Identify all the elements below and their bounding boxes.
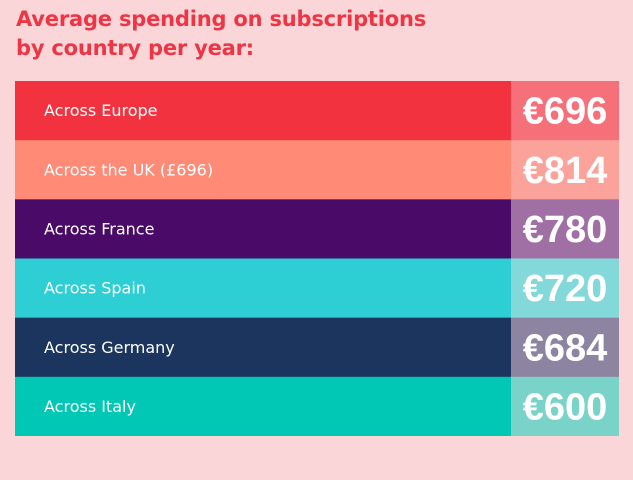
row-value: €720	[523, 268, 608, 310]
spending-table: Across Europe €696 Across the UK (£696) €81…	[15, 81, 619, 436]
row-value-cell	[511, 81, 619, 141]
row-label-cell	[15, 258, 511, 319]
row-label: Across Spain	[44, 279, 146, 298]
row-value-cell	[511, 376, 619, 436]
row-value-cell	[511, 258, 619, 319]
row-label: Across Italy	[44, 397, 136, 416]
row-label: Across the UK (£696)	[44, 160, 213, 179]
row-label-cell	[15, 376, 511, 436]
row-label-cell	[15, 81, 511, 141]
row-label: Across Europe	[44, 101, 158, 120]
row-value: €814	[523, 150, 608, 192]
chart-title: Average spending on subscriptions by cou…	[16, 7, 427, 60]
row-value-cell	[511, 317, 619, 378]
row-value-cell	[511, 140, 619, 200]
row-label: Across Germany	[44, 338, 175, 357]
table-row: Across Germany €684	[15, 317, 619, 378]
row-label-cell	[15, 140, 511, 200]
row-label-cell	[15, 317, 511, 378]
row-value: €696	[523, 91, 608, 133]
row-value-cell	[511, 199, 619, 259]
row-value: €780	[523, 209, 608, 251]
table-row: Across Europe €696	[15, 81, 619, 141]
spending-table-svg: Across Europe €696 Across the UK (£696) €81…	[15, 81, 619, 436]
table-row: Across Italy €600	[15, 376, 619, 436]
row-value: €684	[523, 327, 608, 369]
table-row: Across France €780	[15, 199, 619, 259]
row-label-cell	[15, 199, 511, 259]
table-row: Across Spain €720	[15, 258, 619, 319]
row-value: €600	[523, 386, 608, 428]
table-row: Across the UK (£696) €814	[15, 140, 619, 200]
row-label: Across France	[44, 219, 154, 238]
